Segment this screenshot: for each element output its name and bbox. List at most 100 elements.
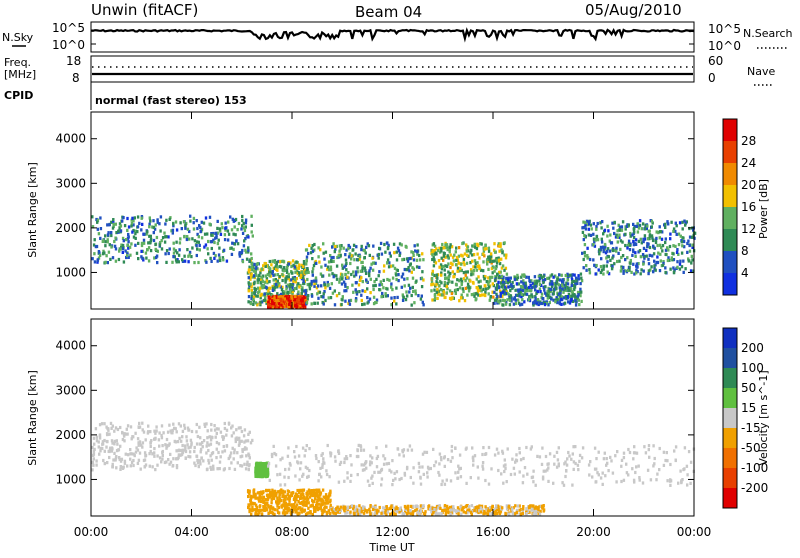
echo-cell: [509, 303, 511, 306]
echo-cell: [110, 231, 112, 234]
echo-cell: [183, 235, 185, 238]
echo-cell: [288, 507, 290, 510]
echo-cell: [410, 505, 412, 508]
echo-cell: [540, 274, 542, 277]
echo-cell: [503, 470, 505, 473]
freq-panel: [91, 56, 694, 82]
echo-cell: [455, 283, 457, 286]
echo-cell: [189, 220, 191, 223]
echo-cell: [322, 457, 324, 460]
echo-cell: [99, 433, 101, 436]
echo-cell: [386, 261, 388, 264]
echo-cell: [247, 506, 249, 509]
echo-cell: [251, 262, 253, 265]
echo-cell: [138, 422, 140, 425]
echo-cell: [588, 473, 590, 476]
echo-cell: [435, 280, 437, 283]
echo-cell: [597, 238, 599, 241]
echo-cell: [193, 450, 195, 453]
echo-cell: [643, 270, 645, 273]
colorbar-swatch: [723, 141, 737, 163]
echo-cell: [355, 270, 357, 273]
echo-cell: [110, 427, 112, 430]
echo-cell: [430, 467, 432, 470]
echo-cell: [282, 490, 284, 493]
echo-cell: [317, 302, 319, 305]
colorbar-swatch: [723, 229, 737, 251]
echo-cell: [588, 228, 590, 231]
echo-cell: [636, 262, 638, 265]
echo-cell: [604, 229, 606, 232]
echo-cell: [416, 243, 418, 246]
echo-cell: [331, 246, 333, 249]
echo-cell: [558, 446, 560, 449]
echo-cell: [387, 246, 389, 249]
echo-cell: [164, 252, 166, 255]
echo-cell: [150, 235, 152, 238]
colorbar-tick-label: 24: [741, 156, 756, 170]
echo-cell: [496, 448, 498, 451]
echo-cell: [332, 256, 334, 259]
echo-cell: [526, 293, 528, 296]
echo-cell: [115, 466, 117, 469]
echo-cell: [106, 440, 108, 443]
echo-cell: [651, 220, 653, 223]
echo-cell: [336, 265, 338, 268]
echo-cell: [467, 245, 469, 248]
echo-cell: [631, 233, 633, 236]
echo-cell: [496, 286, 498, 289]
echo-cell: [553, 292, 555, 295]
echo-cell: [478, 256, 480, 259]
echo-cell: [301, 493, 303, 496]
echo-cell: [663, 451, 665, 454]
echo-cell: [370, 477, 372, 480]
echo-cell: [386, 462, 388, 465]
echo-cell: [454, 471, 456, 474]
echo-cell: [223, 445, 225, 448]
echo-cell: [519, 451, 521, 454]
echo-cell: [632, 263, 634, 266]
echo-cell: [263, 284, 265, 287]
echo-cell: [313, 280, 315, 283]
echo-cell: [528, 276, 530, 279]
echo-cell: [378, 283, 380, 286]
echo-cell: [614, 221, 616, 224]
echo-cell: [561, 274, 563, 277]
echo-cell: [476, 278, 478, 281]
echo-cell: [132, 459, 134, 462]
echo-cell: [676, 248, 678, 251]
echo-cell: [288, 303, 290, 306]
echo-cell: [378, 247, 380, 250]
echo-cell: [254, 502, 256, 505]
echo-cell: [164, 443, 166, 446]
echo-cell: [242, 232, 244, 235]
echo-cell: [251, 266, 253, 269]
echo-cell: [283, 476, 285, 479]
echo-cell: [444, 268, 446, 271]
echo-cell: [243, 448, 245, 451]
echo-cell: [212, 468, 214, 471]
echo-cell: [216, 448, 218, 451]
echo-cell: [636, 225, 638, 228]
echo-cell: [507, 281, 509, 284]
echo-cell: [569, 274, 571, 277]
echo-cell: [420, 483, 422, 486]
echo-cell: [197, 261, 199, 264]
echo-cell: [303, 260, 305, 263]
echo-cell: [344, 457, 346, 460]
echo-cell: [123, 439, 125, 442]
echo-cell: [604, 474, 606, 477]
echo-cell: [588, 268, 590, 271]
echo-cell: [154, 243, 156, 246]
echo-cell: [196, 459, 198, 462]
echo-cell: [641, 227, 643, 230]
echo-cell: [473, 269, 475, 272]
echo-cell: [131, 217, 133, 220]
echo-cell: [621, 241, 623, 244]
echo-cell: [418, 466, 420, 469]
echo-cell: [629, 262, 631, 265]
echo-cell: [497, 281, 499, 284]
echo-cell: [161, 424, 163, 427]
y-tick-label: 3000: [55, 176, 86, 190]
